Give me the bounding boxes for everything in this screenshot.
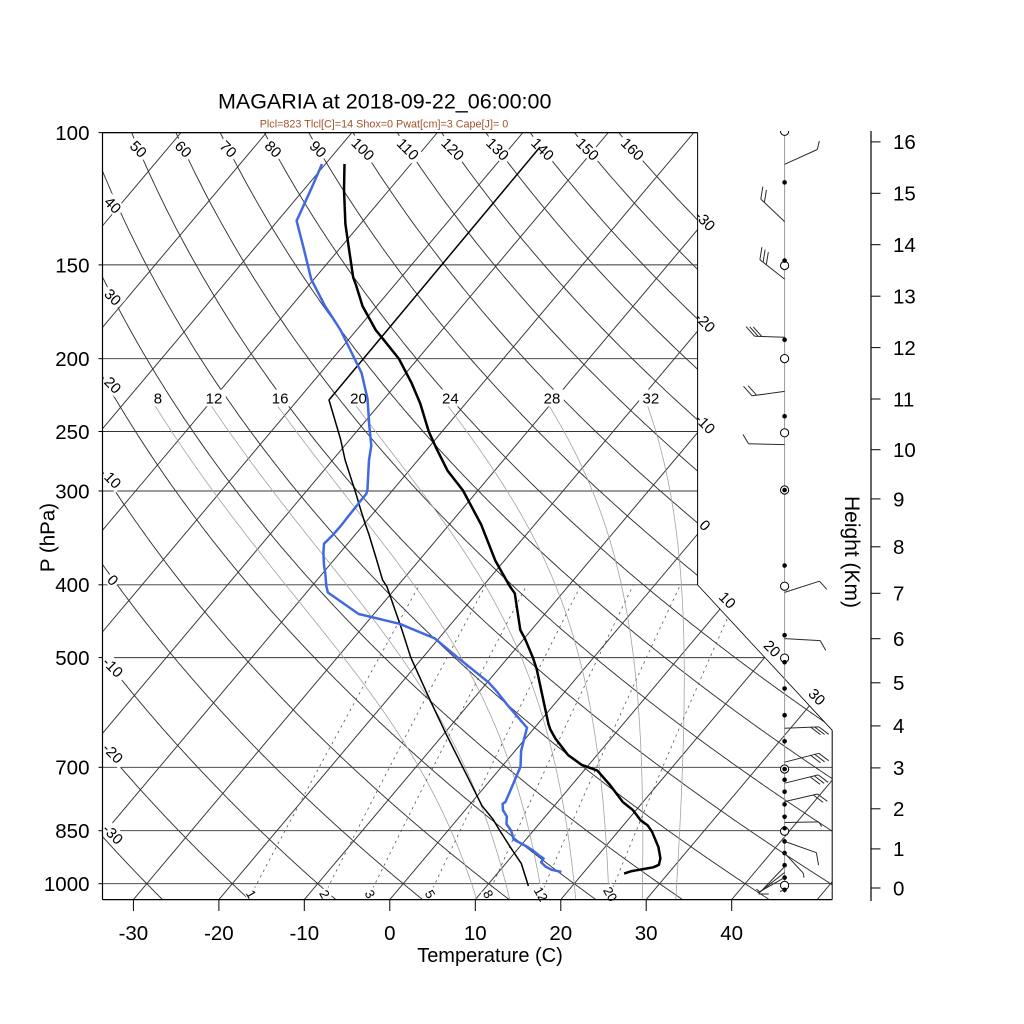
svg-text:100: 100 xyxy=(55,122,89,145)
svg-text:16: 16 xyxy=(272,390,289,407)
svg-text:1: 1 xyxy=(893,838,904,861)
svg-text:9: 9 xyxy=(893,488,904,511)
svg-text:0: 0 xyxy=(384,922,395,945)
svg-text:12: 12 xyxy=(206,390,223,407)
svg-text:P (hPa): P (hPa) xyxy=(36,503,59,572)
svg-text:14: 14 xyxy=(893,234,916,257)
svg-text:6: 6 xyxy=(893,628,904,651)
svg-text:150: 150 xyxy=(55,254,89,277)
svg-text:10: 10 xyxy=(464,922,487,945)
svg-text:13: 13 xyxy=(893,286,916,309)
svg-text:15: 15 xyxy=(893,183,916,206)
svg-text:11: 11 xyxy=(893,388,914,411)
svg-text:Temperature (C): Temperature (C) xyxy=(417,945,563,967)
svg-text:32: 32 xyxy=(643,390,660,407)
svg-text:200: 200 xyxy=(55,348,89,371)
svg-text:Plcl=823 Tlcl[C]=14 Shox=0 Pwa: Plcl=823 Tlcl[C]=14 Shox=0 Pwat[cm]=3 Ca… xyxy=(260,118,509,130)
svg-text:500: 500 xyxy=(55,647,89,670)
svg-text:40: 40 xyxy=(720,922,743,945)
svg-text:7: 7 xyxy=(893,583,904,606)
svg-text:8: 8 xyxy=(154,390,162,407)
svg-text:400: 400 xyxy=(55,574,89,597)
svg-text:4: 4 xyxy=(893,715,904,738)
svg-text:-20: -20 xyxy=(204,922,234,945)
svg-text:20: 20 xyxy=(350,390,367,407)
svg-text:10: 10 xyxy=(893,439,916,462)
svg-text:300: 300 xyxy=(55,480,89,503)
svg-text:0: 0 xyxy=(893,877,904,900)
svg-text:20: 20 xyxy=(549,922,572,945)
svg-text:850: 850 xyxy=(55,820,89,843)
svg-text:2: 2 xyxy=(893,798,904,821)
svg-text:250: 250 xyxy=(55,421,89,444)
svg-text:MAGARIA at 2018-09-22_06:00:00: MAGARIA at 2018-09-22_06:00:00 xyxy=(218,90,552,114)
svg-text:700: 700 xyxy=(55,757,89,780)
svg-text:-30: -30 xyxy=(119,922,149,945)
svg-text:Height (Km): Height (Km) xyxy=(840,496,863,608)
svg-text:-10: -10 xyxy=(289,922,319,945)
svg-text:12: 12 xyxy=(893,337,916,360)
svg-text:5: 5 xyxy=(893,672,904,695)
svg-text:3: 3 xyxy=(893,757,904,780)
svg-text:24: 24 xyxy=(442,390,459,407)
svg-text:30: 30 xyxy=(635,922,658,945)
svg-text:1000: 1000 xyxy=(44,873,90,896)
svg-text:16: 16 xyxy=(893,131,916,154)
svg-text:28: 28 xyxy=(544,390,561,407)
svg-text:8: 8 xyxy=(893,536,904,559)
